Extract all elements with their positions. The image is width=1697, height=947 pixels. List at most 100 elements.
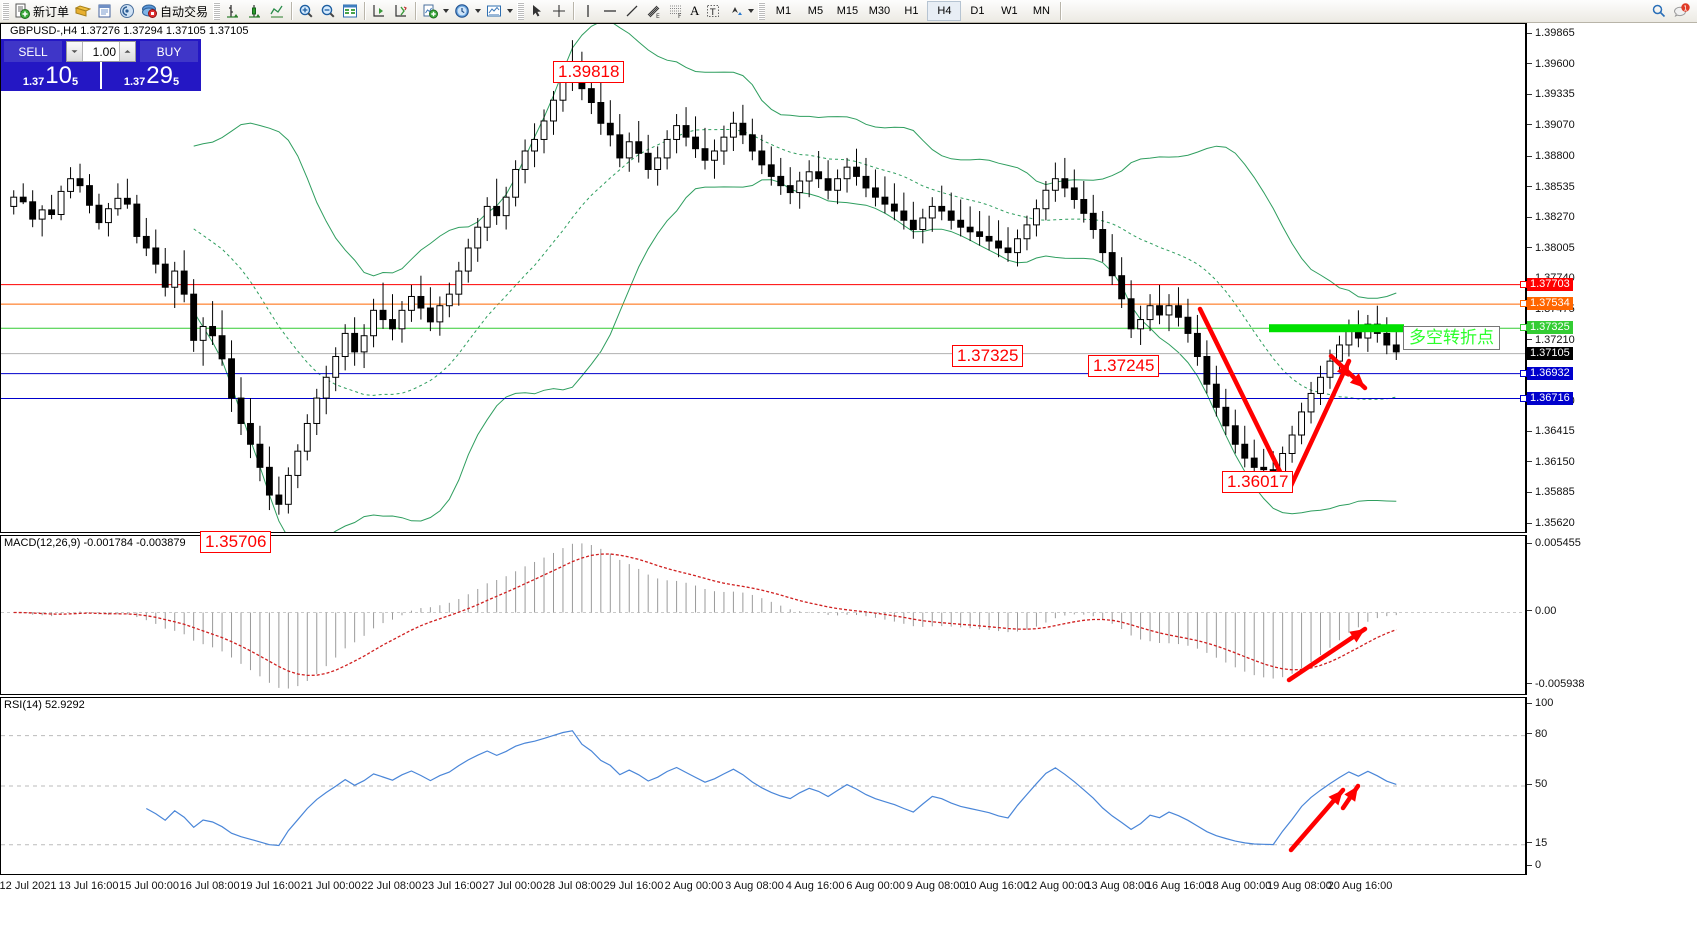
toolbar-profiles-button[interactable] [72, 1, 94, 21]
price-tick: 1.35885 [1527, 486, 1575, 498]
main-toolbar: 新订单 [0, 0, 1697, 23]
toolbar-fibonacci-button[interactable]: F [665, 1, 687, 21]
price-level-tag[interactable]: 1.37534 [1527, 297, 1573, 311]
price-line-handle[interactable] [1520, 369, 1527, 377]
toolbar-horizontal-line-button[interactable] [599, 1, 621, 21]
price-level-tag[interactable]: 1.37325 [1527, 321, 1573, 335]
price-line-handle[interactable] [1520, 280, 1527, 288]
price-level-tag[interactable]: 1.37703 [1527, 277, 1573, 291]
price-line-handle[interactable] [1520, 394, 1527, 402]
toolbar-periods-button[interactable] [451, 1, 473, 21]
toolbar-vertical-line-button[interactable] [577, 1, 599, 21]
timeframe-d1[interactable]: D1 [970, 5, 985, 17]
timeframe-mn[interactable]: MN [1032, 5, 1050, 17]
volume-decrease-button[interactable] [67, 42, 83, 61]
buy-button[interactable]: BUY [140, 41, 198, 62]
toolbar-separator-3 [415, 2, 417, 20]
price-line-handle[interactable] [1520, 300, 1527, 308]
time-axis[interactable]: 12 Jul 2021 13 Jul 16:00 15 Jul 00:00 16 Ju… [0, 877, 1697, 899]
time-axis-label: 13 Jul 16:00 [58, 880, 119, 892]
toolbar-grip-3[interactable] [517, 2, 525, 20]
toolbar-market-watch-button[interactable] [94, 1, 116, 21]
toolbar-channel-button[interactable]: E [643, 1, 665, 21]
timeframe-m1[interactable]: M1 [775, 5, 792, 17]
toolbar-autotrading-button[interactable]: 自动交易 [138, 1, 211, 21]
toolbar-grip-2[interactable] [213, 2, 221, 20]
rsi-title: RSI(14) 52.9292 [4, 699, 85, 711]
price-level-tag[interactable]: 1.37105 [1527, 346, 1573, 360]
rsi-tick: 0 [1527, 859, 1541, 871]
toolbar-grip[interactable] [2, 2, 9, 20]
volume-value[interactable]: 1.00 [92, 44, 116, 59]
rsi-pane[interactable]: RSI(14) 52.9292 [0, 697, 1526, 875]
toolbar-indicators-button[interactable] [419, 1, 441, 21]
timeframe-w1[interactable]: W1 [1001, 5, 1018, 17]
toolbar-arrows-button[interactable] [724, 1, 746, 21]
toolbar-text-button[interactable]: A [687, 1, 702, 21]
toolbar-chart-shift-button[interactable] [368, 1, 390, 21]
annotation-label-low-swing[interactable]: 1.36017 [1222, 471, 1294, 493]
toolbar-auto-scroll-button[interactable] [390, 1, 412, 21]
indicator-add-icon [423, 4, 439, 19]
timeframe-h4[interactable]: H4 [927, 1, 962, 21]
toolbar-data-window-button[interactable] [116, 1, 138, 21]
notification-icon: 1 [1673, 3, 1690, 17]
macd-scale[interactable]: 0.005455 0.00 -0.005938 [1526, 535, 1697, 695]
annotation-turning-point[interactable]: 多空转折点 [1403, 326, 1500, 350]
toolbar-new-order-button[interactable]: 新订单 [11, 1, 72, 21]
toolbar-search-button[interactable] [1648, 1, 1670, 21]
sell-button[interactable]: SELL [4, 41, 62, 62]
svg-text:F: F [678, 13, 682, 19]
volume-increase-button[interactable] [119, 42, 135, 61]
timeframe-m30[interactable]: M30 [868, 5, 891, 17]
macd-pane[interactable]: MACD(12,26,9) -0.001784 -0.003879 [0, 535, 1526, 695]
templates-dropdown-caret[interactable] [507, 9, 514, 13]
toolbar-zoom-out-button[interactable] [317, 1, 339, 21]
arrows-dropdown-caret[interactable] [748, 9, 755, 13]
price-tick: 1.39865 [1527, 27, 1575, 39]
crosshair-icon [553, 5, 566, 17]
timeframe-m15[interactable]: M15 [836, 5, 859, 17]
annotation-label-pivot[interactable]: 1.37245 [1088, 355, 1160, 377]
annotation-label-high[interactable]: 1.39818 [553, 61, 625, 83]
toolbar-text-label-button[interactable]: T [702, 1, 724, 21]
text-label-icon: T [707, 5, 720, 18]
toolbar-trendline-button[interactable] [621, 1, 643, 21]
one-click-trading-panel[interactable]: SELL 1.00 BUY 1.37 10 [1, 39, 201, 91]
indicators-dropdown-caret[interactable] [443, 9, 450, 13]
toolbar-crosshair-button[interactable] [548, 1, 570, 21]
symbol-ohlc-label: GBPUSD-,H4 1.37276 1.37294 1.37105 1.371… [10, 25, 249, 37]
price-level-tag[interactable]: 1.36716 [1527, 391, 1573, 405]
sell-price-big: 10 [45, 62, 72, 89]
periods-dropdown-caret[interactable] [475, 9, 482, 13]
toolbar-templates-button[interactable] [483, 1, 505, 21]
toolbar-candlestick-button[interactable] [244, 1, 266, 21]
timeframe-m5[interactable]: M5 [807, 5, 824, 17]
toolbar-bar-chart-button[interactable] [222, 1, 244, 21]
price-scale[interactable]: 1.39865 1.39600 1.39335 1.39070 1.38800 1.385… [1520, 23, 1697, 533]
zoom-in-icon [299, 4, 313, 18]
macd-tick-label: -0.005938 [1535, 677, 1585, 690]
price-level-tag[interactable]: 1.36932 [1527, 366, 1573, 380]
toolbar-tile-windows-button[interactable] [339, 1, 361, 21]
price-line-handle[interactable] [1520, 324, 1527, 332]
annotation-label-low[interactable]: 1.35706 [200, 531, 272, 553]
toolbar-grip-4[interactable] [758, 2, 766, 20]
rsi-scale[interactable]: 100 80 50 15 0 [1526, 697, 1697, 875]
toolbar-notifications-button[interactable]: 1 [1670, 1, 1697, 21]
toolbar-cursor-button[interactable] [526, 1, 548, 21]
chart-area[interactable]: GBPUSD-,H4 1.37276 1.37294 1.37105 1.371… [0, 23, 1697, 947]
data-window-icon [120, 4, 135, 18]
timeframe-h1[interactable]: H1 [904, 5, 919, 17]
buy-price-display[interactable]: 1.37 29 5 [102, 62, 201, 89]
toolbar-zoom-in-button[interactable] [295, 1, 317, 21]
zoom-out-icon [321, 4, 335, 18]
annotation-label-resistance[interactable]: 1.37325 [952, 345, 1024, 367]
time-axis-label: 20 Aug 16:00 [1327, 880, 1393, 892]
volume-stepper[interactable]: 1.00 [66, 41, 136, 62]
buy-price-big: 29 [146, 62, 173, 89]
sell-price-display[interactable]: 1.37 10 5 [1, 62, 100, 89]
toolbar-line-chart-button[interactable] [266, 1, 288, 21]
folder-icon [75, 5, 92, 17]
price-pane[interactable] [0, 23, 1526, 533]
